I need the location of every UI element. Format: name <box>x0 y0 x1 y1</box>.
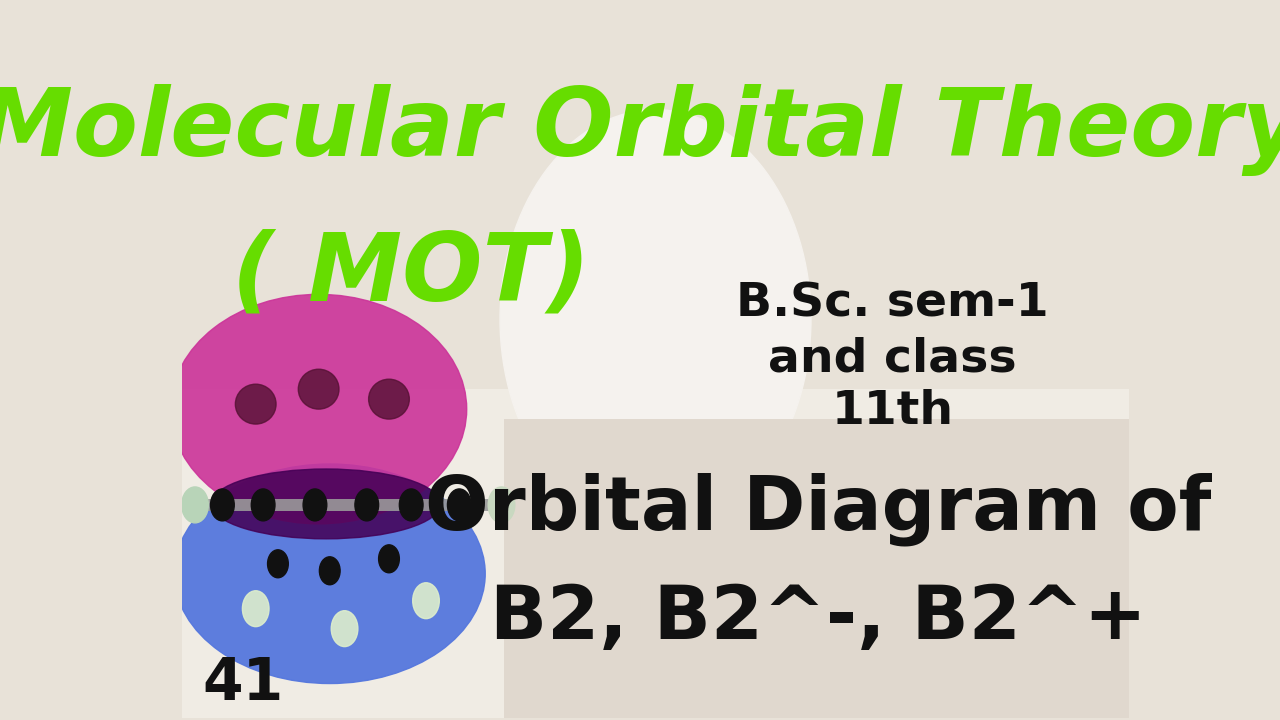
Ellipse shape <box>369 379 410 419</box>
Circle shape <box>211 489 234 521</box>
Circle shape <box>355 489 379 521</box>
Ellipse shape <box>298 369 339 409</box>
Circle shape <box>379 545 399 573</box>
Ellipse shape <box>211 469 440 539</box>
Ellipse shape <box>170 294 467 524</box>
Circle shape <box>399 489 422 521</box>
Circle shape <box>488 487 515 523</box>
Text: B.Sc. sem-1: B.Sc. sem-1 <box>736 282 1048 327</box>
Circle shape <box>251 489 275 521</box>
Circle shape <box>332 611 358 647</box>
Bar <box>182 390 1129 719</box>
Text: B2, B2^-, B2^+: B2, B2^-, B2^+ <box>490 582 1147 655</box>
Circle shape <box>242 590 269 626</box>
Ellipse shape <box>236 384 276 424</box>
Circle shape <box>182 487 209 523</box>
Circle shape <box>500 109 812 529</box>
Text: Orbital Diagram of: Orbital Diagram of <box>425 472 1212 546</box>
Text: and class: and class <box>768 337 1016 382</box>
Circle shape <box>320 557 340 585</box>
Bar <box>189 499 500 511</box>
Text: 11th: 11th <box>831 389 954 433</box>
Text: Molecular Orbital Theory: Molecular Orbital Theory <box>0 84 1280 176</box>
Text: 41: 41 <box>202 655 284 712</box>
Bar <box>504 419 1129 719</box>
Circle shape <box>303 489 326 521</box>
Circle shape <box>268 550 288 577</box>
Circle shape <box>412 582 439 618</box>
Ellipse shape <box>174 464 485 683</box>
Circle shape <box>448 489 471 521</box>
Text: ( MOT): ( MOT) <box>232 228 590 320</box>
